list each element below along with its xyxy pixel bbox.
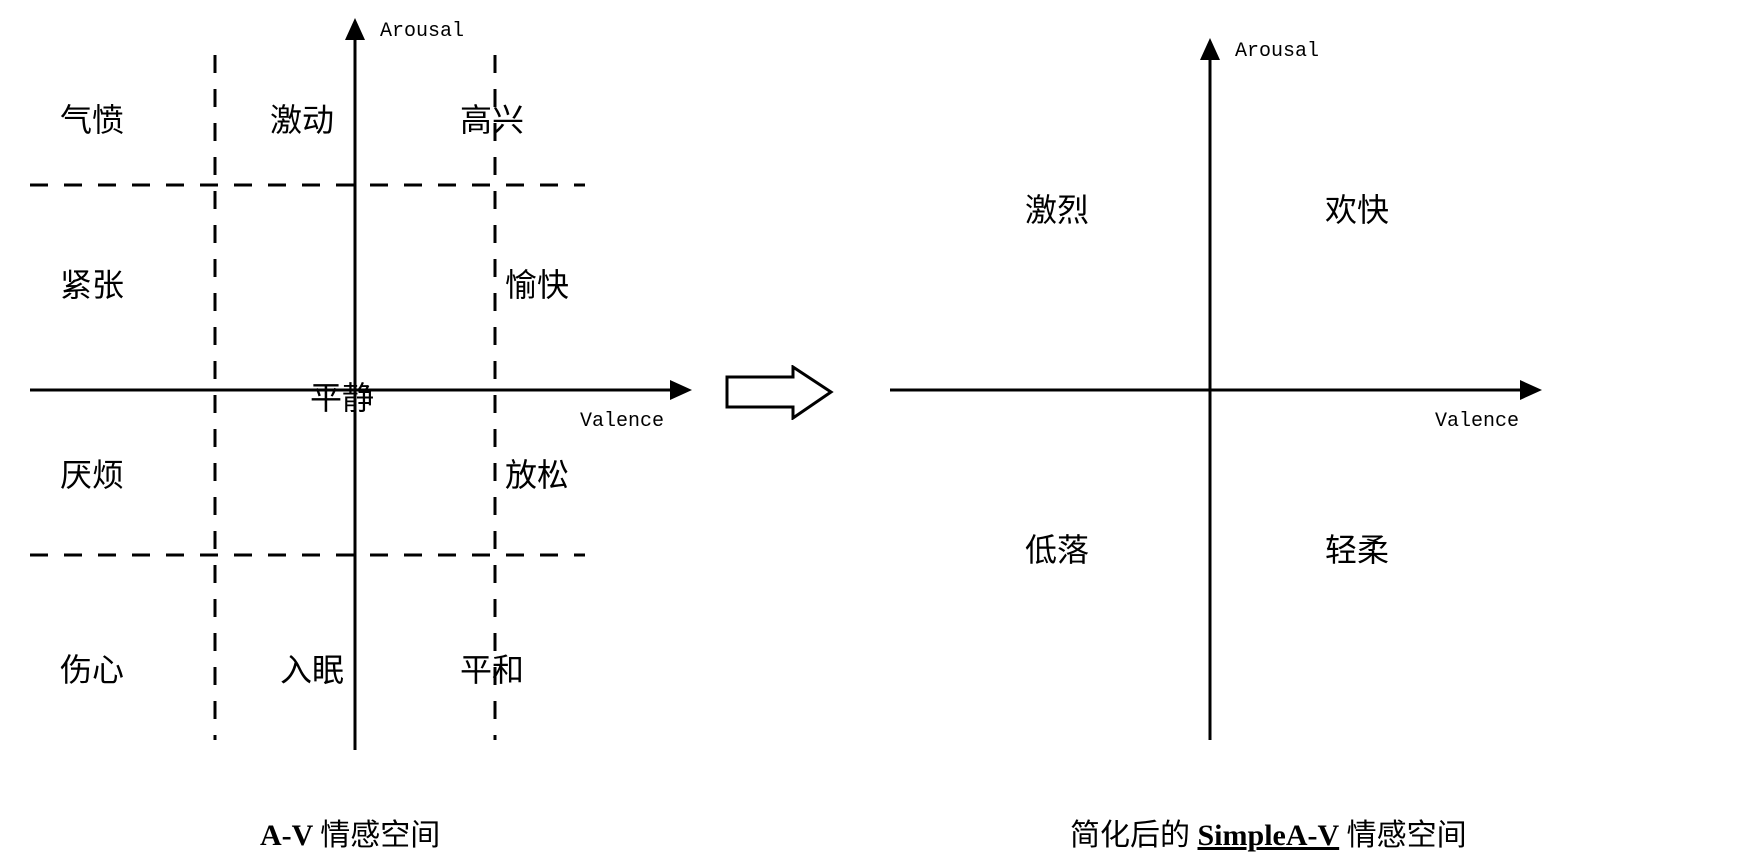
label-pinghe: 平和 bbox=[460, 645, 524, 691]
x-axis-label: Valence bbox=[1435, 410, 1519, 433]
left-caption-bold: A-V bbox=[260, 819, 320, 852]
label-jilie: 激烈 bbox=[1025, 185, 1089, 231]
label-yukuai: 愉快 bbox=[505, 260, 569, 306]
x-axis-label: Valence bbox=[580, 410, 664, 433]
y-axis-arrow bbox=[345, 18, 365, 40]
right-caption: 简化后的 SimpleA-V 情感空间 bbox=[1070, 810, 1467, 854]
y-axis-label: Arousal bbox=[1235, 40, 1319, 63]
label-qingrou: 轻柔 bbox=[1325, 525, 1389, 571]
label-jinzhang: 紧张 bbox=[60, 260, 124, 306]
left-caption: A-V 情感空间 bbox=[260, 810, 440, 854]
right-simple-av-space: Arousal Valence 激烈 欢快 低落 轻柔 bbox=[880, 30, 1560, 770]
right-caption-suffix: 情感空间 bbox=[1339, 819, 1467, 852]
right-axes-svg bbox=[880, 30, 1560, 770]
y-axis-label: Arousal bbox=[380, 20, 464, 43]
left-av-space: Arousal Valence 气愤 激动 高兴 紧张 愉快 平静 厌烦 放松 … bbox=[20, 10, 700, 770]
label-yanfan: 厌烦 bbox=[60, 450, 124, 496]
x-axis-arrow bbox=[1520, 380, 1542, 400]
label-huankuai: 欢快 bbox=[1325, 185, 1389, 231]
label-rumian: 入眠 bbox=[280, 645, 344, 691]
label-jidong: 激动 bbox=[270, 95, 334, 141]
label-fangsong: 放松 bbox=[505, 450, 569, 496]
y-axis-arrow bbox=[1200, 38, 1220, 60]
label-pingjing: 平静 bbox=[310, 373, 374, 419]
left-caption-text: 情感空间 bbox=[320, 819, 440, 852]
transform-arrow-icon bbox=[725, 365, 835, 420]
label-qifen: 气愤 bbox=[60, 95, 124, 141]
label-gaoxing: 高兴 bbox=[460, 95, 524, 141]
right-caption-mid: SimpleA-V bbox=[1198, 819, 1340, 852]
right-caption-prefix: 简化后的 bbox=[1070, 819, 1198, 852]
label-shangxin: 伤心 bbox=[60, 645, 124, 691]
label-diluo: 低落 bbox=[1025, 525, 1089, 571]
x-axis-arrow bbox=[670, 380, 692, 400]
